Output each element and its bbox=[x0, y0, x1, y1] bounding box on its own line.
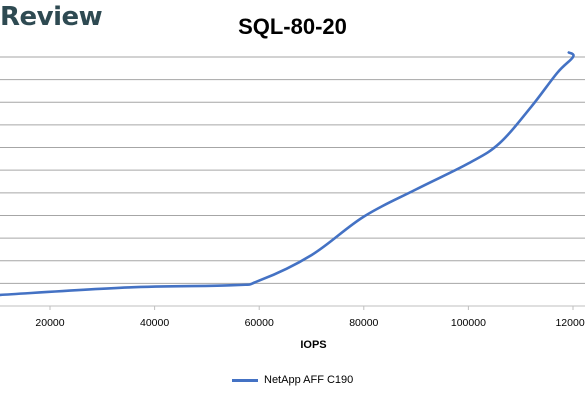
legend-swatch bbox=[232, 378, 258, 382]
x-tick-label: 100000 bbox=[451, 317, 486, 329]
legend: NetApp AFF C190 bbox=[232, 374, 353, 386]
x-tick-label: 40000 bbox=[140, 317, 169, 329]
series-line-netapp-aff-c190 bbox=[0, 51, 575, 297]
brand-logo: Review bbox=[0, 2, 103, 32]
x-tick-label: 20000 bbox=[35, 317, 64, 329]
legend-label: NetApp AFF C190 bbox=[264, 374, 354, 386]
x-tick-labels: 20000 40000 60000 80000 100000 120000 bbox=[35, 306, 585, 329]
x-tick-label: 80000 bbox=[349, 317, 378, 329]
x-tick-label: 120000 bbox=[555, 317, 585, 329]
gridlines bbox=[0, 56, 585, 284]
series-group bbox=[0, 51, 575, 297]
x-tick-label: 60000 bbox=[245, 317, 274, 329]
chart-title: SQL-80-20 bbox=[238, 14, 347, 39]
x-axis-title: IOPS bbox=[300, 339, 326, 351]
